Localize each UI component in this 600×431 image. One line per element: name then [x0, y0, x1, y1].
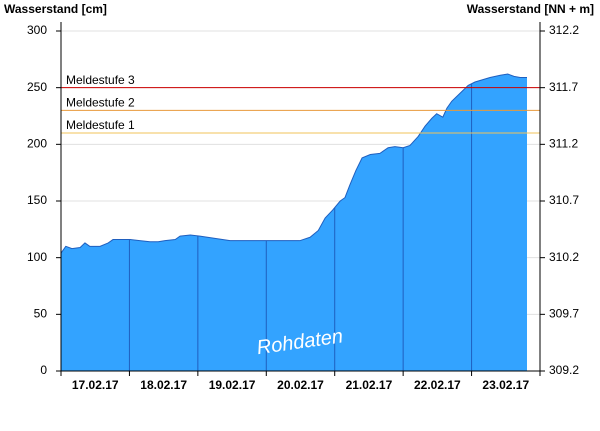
y-tick-label: 200 — [27, 137, 47, 151]
y-tick-label: 250 — [27, 80, 47, 94]
y-tick-label: 100 — [27, 250, 47, 264]
y2-tick-label: 310.2 — [549, 250, 579, 264]
threshold-label: Meldestufe 2 — [66, 96, 135, 110]
threshold-label: Meldestufe 3 — [66, 73, 135, 87]
y-tick-label: 50 — [34, 307, 48, 321]
x-tick-label: 19.02.17 — [209, 378, 256, 392]
x-tick-label: 23.02.17 — [482, 378, 529, 392]
x-tick-label: 17.02.17 — [72, 378, 119, 392]
y2-axis-label: Wasserstand [NN + m] — [467, 2, 594, 16]
y2-tick-label: 311.2 — [549, 137, 578, 151]
x-tick-label: 22.02.17 — [414, 378, 461, 392]
area — [61, 74, 527, 372]
y2-tick-label: 310.7 — [549, 193, 579, 207]
y-tick-label: 300 — [27, 23, 47, 37]
y2-tick-label: 309.2 — [549, 363, 579, 377]
x-tick-label: 21.02.17 — [346, 378, 393, 392]
y2-tick-label: 312.2 — [549, 23, 579, 37]
y2-tick-label: 309.7 — [549, 307, 579, 321]
y-tick-label: 0 — [40, 363, 47, 377]
y2-tick-label: 311.7 — [549, 80, 578, 94]
x-tick-label: 18.02.17 — [140, 378, 187, 392]
line — [60, 73, 527, 254]
x-tick-label: 20.02.17 — [277, 378, 324, 392]
threshold-label: Meldestufe 1 — [66, 118, 135, 132]
y-axis-label: Wasserstand [cm] — [4, 2, 107, 16]
y-tick-label: 150 — [27, 193, 47, 207]
